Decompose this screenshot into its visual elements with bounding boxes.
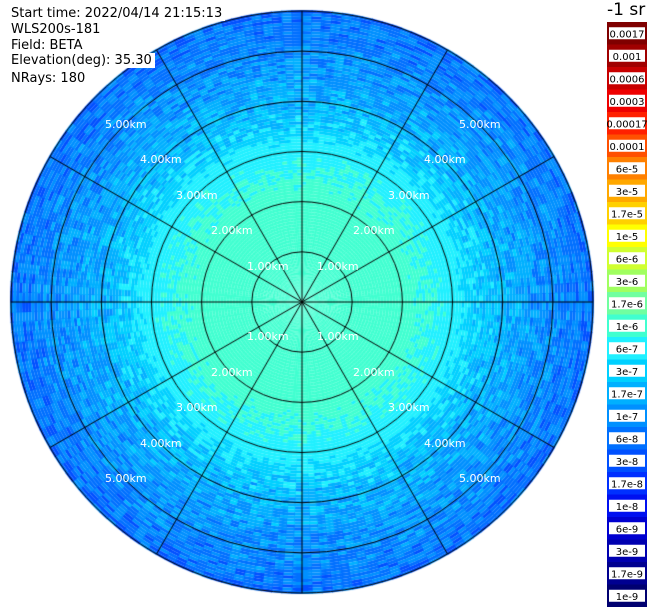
range-ring-label: 3.00km xyxy=(176,401,218,414)
colorbar-tick-box xyxy=(609,94,645,107)
colorbar-tick-label: 6e-6 xyxy=(616,254,639,265)
instrument-label: WLS200s-181 xyxy=(8,22,104,37)
range-ring-label: 5.00km xyxy=(105,472,147,485)
colorbar-tick-label: 3e-7 xyxy=(616,367,639,378)
range-ring-label: 3.00km xyxy=(388,401,430,414)
range-ring-label: 2.00km xyxy=(211,224,253,237)
colorbar-tick-label: 0.0003 xyxy=(610,97,645,108)
range-ring-label: 4.00km xyxy=(424,437,466,450)
start-time-label: Start time: 2022/04/14 21:15:13 xyxy=(8,6,226,21)
colorbar-tick-label: 3e-6 xyxy=(616,277,639,288)
colorbar-tick-label: 1e-9 xyxy=(616,592,639,603)
colorbar-tick-box xyxy=(609,27,645,40)
colorbar-tick-label: 1.7e-7 xyxy=(611,389,643,400)
colorbar-unit: -1 sr xyxy=(607,0,646,20)
range-ring-label: 1.00km xyxy=(247,330,289,343)
colorbar-tick-box xyxy=(609,297,645,310)
elevation-label: Elevation(deg): 35.30 xyxy=(8,53,155,68)
colorbar-tick-label: 1e-7 xyxy=(616,412,639,423)
colorbar-tick-box xyxy=(609,499,645,512)
colorbar-tick-box xyxy=(609,432,645,445)
colorbar-tick-box xyxy=(609,544,645,557)
nrays-label: NRays: 180 xyxy=(8,71,89,86)
range-ring-label: 1.00km xyxy=(247,260,289,273)
range-ring-label: 5.00km xyxy=(459,118,501,131)
colorbar-tick-box xyxy=(609,319,645,332)
colorbar-tick-box xyxy=(609,274,645,287)
range-ring-label: 4.00km xyxy=(140,153,182,166)
colorbar-tick-box xyxy=(609,409,645,422)
colorbar-tick-label: 6e-5 xyxy=(616,164,639,175)
colorbar-tick-label: 0.00017 xyxy=(607,119,647,130)
colorbar-tick-label: 1e-6 xyxy=(616,322,639,333)
colorbar-tick-label: 0.001 xyxy=(613,52,642,63)
colorbar-tick-box xyxy=(609,207,645,220)
range-ring-label: 1.00km xyxy=(317,260,359,273)
colorbar-tick-box xyxy=(609,117,645,130)
range-ring-label: 1.00km xyxy=(317,330,359,343)
colorbar-tick-label: 0.0001 xyxy=(610,142,645,153)
range-ring-label: 5.00km xyxy=(105,118,147,131)
colorbar-tick-box xyxy=(609,567,645,580)
colorbar-tick-box xyxy=(609,477,645,490)
range-ring-label: 4.00km xyxy=(140,437,182,450)
colorbar-tick-box xyxy=(609,49,645,62)
colorbar-tick-box xyxy=(609,522,645,535)
colorbar-tick-label: 0.0017 xyxy=(610,29,645,40)
colorbar-tick-label: 1e-5 xyxy=(616,232,639,243)
colorbar-tick-box xyxy=(609,162,645,175)
colorbar-tick-label: 1.7e-9 xyxy=(611,569,643,580)
colorbar-tick-label: 0.0006 xyxy=(610,74,645,85)
range-ring-label: 2.00km xyxy=(353,224,395,237)
field-label: Field: BETA xyxy=(8,38,86,53)
colorbar-tick-label: 3e-9 xyxy=(616,547,639,558)
colorbar: 0.0017 0.001 0.0006 0.0003 0.00017 0.0001 6e-5… xyxy=(607,22,647,607)
colorbar-tick-label: 1.7e-5 xyxy=(611,209,643,220)
colorbar-tick-box xyxy=(609,184,645,197)
colorbar-tick-box xyxy=(609,454,645,467)
colorbar-tick-box xyxy=(609,364,645,377)
colorbar-tick-label: 6e-9 xyxy=(616,524,639,535)
range-ring-label: 3.00km xyxy=(388,189,430,202)
colorbar-tick-label: 6e-8 xyxy=(616,434,639,445)
colorbar-tick-box xyxy=(609,72,645,85)
colorbar-tick-label: 6e-7 xyxy=(616,344,639,355)
colorbar-tick-box xyxy=(609,589,645,602)
colorbar-tick-label: 1e-8 xyxy=(616,502,639,513)
colorbar-tick-box xyxy=(609,139,645,152)
range-ring-label: 4.00km xyxy=(424,153,466,166)
colorbar-tick-label: 3e-8 xyxy=(616,457,639,468)
range-ring-label: 2.00km xyxy=(211,366,253,379)
ppi-heatmap xyxy=(0,0,605,607)
colorbar-tick-box xyxy=(609,387,645,400)
range-ring-label: 3.00km xyxy=(176,189,218,202)
range-ring-label: 5.00km xyxy=(459,472,501,485)
colorbar-tick-box xyxy=(609,252,645,265)
colorbar-tick-label: 1.7e-6 xyxy=(611,299,643,310)
range-ring-label: 2.00km xyxy=(353,366,395,379)
colorbar-tick-box xyxy=(609,229,645,242)
colorbar-tick-label: 1.7e-8 xyxy=(611,479,643,490)
colorbar-tick-label: 3e-5 xyxy=(616,187,639,198)
colorbar-tick-box xyxy=(609,342,645,355)
